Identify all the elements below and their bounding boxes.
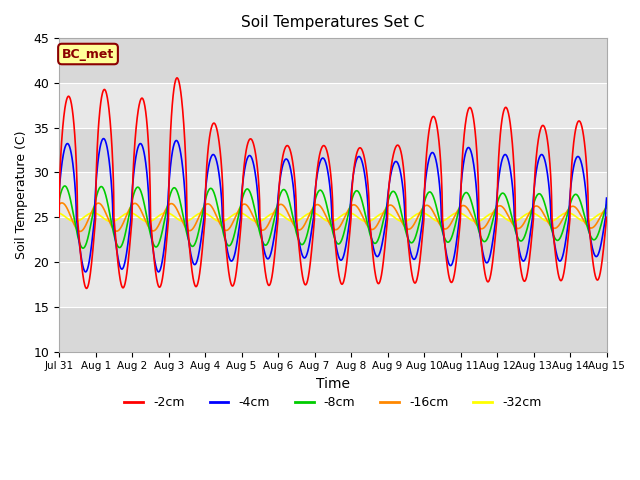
-8cm (308, 213, 316, 219)
-16cm (587, 225, 595, 231)
-2cm (83, 285, 91, 290)
-2cm (322, 145, 330, 151)
-32cm (307, 210, 315, 216)
Y-axis label: Soil Temperature (C): Soil Temperature (C) (15, 131, 28, 259)
Text: BC_met: BC_met (62, 48, 114, 60)
-8cm (55, 197, 63, 203)
-8cm (84, 236, 92, 242)
-16cm (308, 208, 316, 214)
-2cm (487, 272, 495, 277)
-32cm (587, 217, 595, 223)
-4cm (83, 267, 91, 273)
-4cm (308, 229, 316, 235)
-8cm (588, 235, 595, 240)
-2cm (588, 245, 595, 251)
-4cm (588, 240, 595, 245)
Legend: -2cm, -4cm, -8cm, -16cm, -32cm: -2cm, -4cm, -8cm, -16cm, -32cm (119, 391, 547, 414)
-2cm (83, 286, 90, 291)
-16cm (58, 200, 66, 206)
Bar (59, 262, 607, 307)
-2cm (587, 242, 595, 248)
-4cm (155, 269, 163, 275)
-2cm (603, 215, 611, 220)
Bar (59, 38, 607, 83)
-16cm (76, 228, 84, 234)
-32cm (588, 217, 595, 223)
-8cm (61, 183, 68, 189)
-16cm (84, 218, 92, 224)
-32cm (321, 217, 329, 223)
Title: Soil Temperatures Set C: Soil Temperatures Set C (241, 15, 424, 30)
-8cm (322, 199, 330, 205)
-4cm (100, 136, 108, 142)
Line: -4cm: -4cm (59, 139, 607, 272)
Bar (59, 128, 607, 172)
-16cm (322, 213, 330, 219)
-4cm (322, 160, 330, 166)
-8cm (487, 226, 495, 232)
-32cm (603, 210, 611, 216)
-32cm (486, 211, 494, 216)
Bar (59, 83, 607, 128)
-4cm (55, 189, 63, 194)
Bar (59, 307, 607, 351)
-16cm (55, 202, 63, 207)
-4cm (587, 238, 595, 244)
Bar (59, 217, 607, 262)
-2cm (173, 75, 181, 81)
-2cm (308, 250, 316, 256)
-16cm (588, 225, 595, 231)
-16cm (603, 205, 611, 211)
Line: -32cm: -32cm (59, 213, 607, 222)
-2cm (55, 215, 63, 220)
-4cm (603, 195, 611, 201)
-32cm (83, 212, 91, 218)
-16cm (487, 214, 495, 220)
-32cm (345, 210, 353, 216)
-8cm (587, 234, 595, 240)
Bar (59, 172, 607, 217)
-8cm (79, 245, 87, 251)
-32cm (55, 210, 63, 216)
Line: -2cm: -2cm (59, 78, 607, 288)
Line: -8cm: -8cm (59, 186, 607, 248)
X-axis label: Time: Time (316, 377, 350, 391)
-8cm (603, 202, 611, 207)
-32cm (545, 219, 553, 225)
-4cm (487, 250, 495, 256)
Line: -16cm: -16cm (59, 203, 607, 231)
